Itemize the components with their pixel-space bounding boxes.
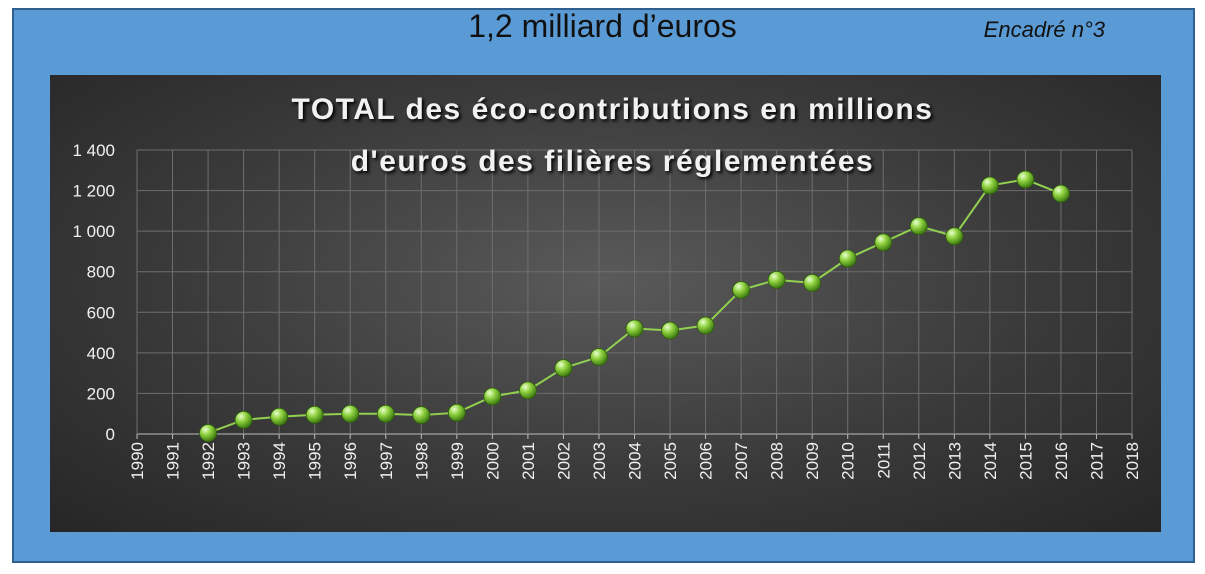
data-point (732, 281, 751, 299)
x-tick-label: 1992 (199, 442, 218, 480)
x-tick-label: 2016 (1052, 442, 1071, 480)
chart-title: TOTAL des éco-contributions en millions … (0, 84, 1205, 188)
data-point (803, 273, 822, 292)
y-tick-label: 1 400 (72, 141, 115, 160)
x-tick-label: 2018 (1123, 442, 1142, 480)
x-tick-label: 1993 (235, 442, 254, 480)
data-point (874, 233, 893, 252)
x-tick-label: 2014 (981, 442, 1000, 480)
x-tick-label: 2002 (554, 442, 573, 480)
y-tick-label: 400 (87, 344, 115, 363)
x-tick-label: 1995 (306, 442, 325, 480)
x-tick-label: 2013 (945, 442, 964, 480)
x-tick-label: 2004 (626, 442, 645, 480)
x-tick-label: 2012 (910, 442, 929, 480)
data-point (234, 410, 253, 429)
chart-title-line-2: d'euros des filières réglementées (350, 145, 875, 178)
data-point (412, 406, 431, 425)
x-tick-label: 1998 (412, 442, 431, 480)
data-point (980, 176, 999, 195)
data-point (909, 217, 928, 235)
data-point (1016, 170, 1035, 189)
x-tick-label: 1996 (341, 442, 360, 480)
data-point (447, 403, 466, 422)
x-tick-label: 2003 (590, 442, 609, 480)
x-tick-label: 1999 (448, 442, 467, 480)
x-tick-label: 1997 (377, 442, 396, 480)
data-point (554, 359, 573, 377)
y-tick-label: 800 (87, 263, 115, 282)
chart-panel (50, 75, 1161, 532)
x-tick-label: 2006 (697, 442, 716, 480)
x-tick-label: 1994 (270, 442, 289, 480)
data-point (625, 319, 644, 338)
box-tag: Encadré n°3 (983, 17, 1105, 42)
x-tick-label: 2005 (661, 442, 680, 480)
data-point (341, 404, 360, 423)
data-point (590, 348, 608, 366)
data-point (945, 227, 964, 246)
data-point (838, 249, 857, 268)
y-tick-label: 600 (87, 303, 115, 322)
data-point (270, 407, 289, 426)
data-point (199, 424, 217, 442)
x-tick-label: 2011 (874, 442, 893, 479)
data-point (483, 387, 502, 406)
headline: 1,2 milliard d’euros (468, 8, 737, 44)
x-tick-label: 2015 (1016, 442, 1035, 480)
x-tick-label: 1990 (128, 442, 147, 480)
data-point (696, 316, 715, 335)
x-tick-label: 1991 (164, 442, 183, 480)
data-point (518, 381, 537, 400)
x-tick-label: 2000 (483, 442, 502, 480)
y-tick-label: 1 200 (72, 182, 115, 201)
x-tick-label: 2007 (732, 442, 751, 480)
y-tick-label: 0 (106, 425, 115, 444)
x-tick-label: 2010 (839, 442, 858, 480)
data-point (305, 405, 324, 424)
data-point (767, 270, 786, 289)
data-point (1052, 184, 1070, 203)
data-point (376, 404, 395, 423)
x-tick-label: 2017 (1087, 442, 1106, 480)
chart-title-line-1: TOTAL des éco-contributions en millions (291, 93, 934, 126)
data-point (661, 321, 679, 340)
x-tick-label: 2008 (768, 442, 787, 480)
x-tick-label: 2001 (519, 442, 538, 480)
x-tick-label: 2009 (803, 442, 822, 480)
y-tick-label: 200 (87, 384, 115, 403)
y-tick-label: 1 000 (72, 222, 115, 241)
